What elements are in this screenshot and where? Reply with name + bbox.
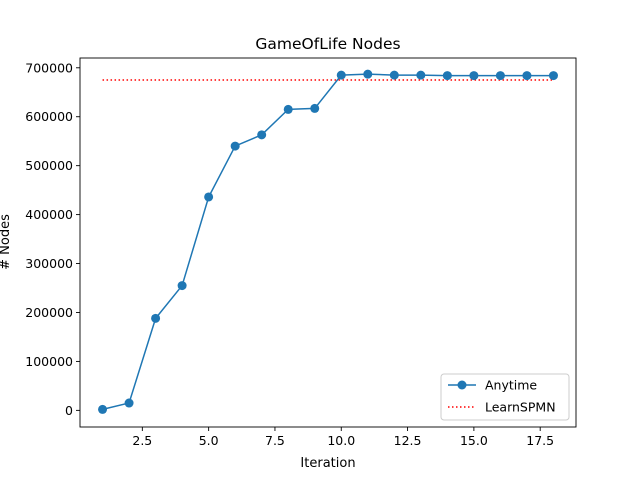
series-layer — [98, 69, 558, 414]
legend: Anytime LearnSPMN — [440, 373, 570, 421]
plot-area — [79, 57, 577, 428]
data-point-anytime — [98, 404, 108, 414]
data-point-anytime — [204, 192, 214, 202]
y-tick-label: 300000 — [25, 256, 73, 271]
data-point-anytime — [283, 104, 293, 114]
data-point-anytime — [151, 313, 161, 323]
x-tick-label: 2.5 — [132, 433, 152, 448]
y-axis: 0 100000 200000 300000 400000 500000 600000 700… — [25, 60, 80, 418]
y-tick-label: 500000 — [25, 158, 73, 173]
x-tick-label: 7.5 — [265, 433, 285, 448]
y-tick-label: 0 — [65, 403, 73, 418]
y-tick-label: 600000 — [25, 109, 73, 124]
y-tick-label: 400000 — [25, 207, 73, 222]
x-tick-label: 15.0 — [460, 433, 488, 448]
data-point-anytime — [389, 70, 399, 80]
x-tick-label: 10.0 — [327, 433, 355, 448]
y-tick-label: 100000 — [25, 354, 73, 369]
data-point-anytime — [522, 71, 532, 81]
data-point-anytime — [416, 70, 426, 80]
legend-label-anytime: Anytime — [485, 378, 537, 393]
data-point-anytime — [495, 71, 505, 81]
data-point-anytime — [310, 103, 320, 113]
data-point-anytime — [336, 70, 346, 80]
y-axis-label: # Nodes — [0, 214, 13, 270]
series-line-anytime — [102, 73, 554, 411]
data-point-anytime — [257, 130, 267, 140]
chart-title: GameOfLife Nodes — [255, 35, 400, 53]
legend-marker-anytime — [457, 380, 467, 390]
y-tick-label: 200000 — [25, 305, 73, 320]
data-point-anytime — [230, 141, 240, 151]
x-tick-label: 17.5 — [526, 433, 554, 448]
x-axis-label: Iteration — [300, 456, 355, 471]
data-point-anytime — [177, 281, 187, 291]
data-point-anytime — [548, 71, 558, 81]
x-axis: 2.5 5.0 7.5 10.0 12.5 15.0 17.5 — [132, 427, 554, 448]
data-point-anytime — [469, 71, 479, 81]
y-tick-label: 700000 — [25, 60, 73, 75]
data-point-anytime — [363, 69, 373, 79]
data-point-anytime — [442, 71, 452, 81]
x-tick-label: 12.5 — [394, 433, 422, 448]
data-point-anytime — [124, 398, 134, 408]
legend-label-learnspmn: LearnSPMN — [485, 400, 556, 415]
x-tick-label: 5.0 — [199, 433, 219, 448]
